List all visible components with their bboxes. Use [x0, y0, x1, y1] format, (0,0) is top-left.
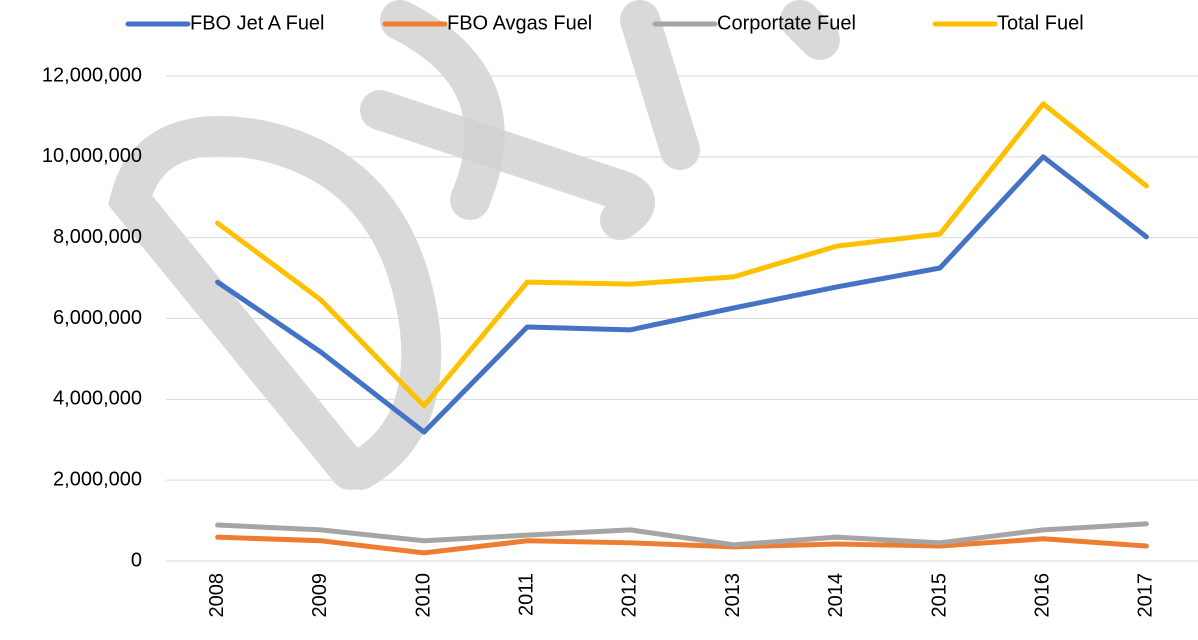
x-tick-label: 2014 — [825, 573, 847, 618]
x-tick-label: 2009 — [309, 573, 331, 618]
y-tick-label: 0 — [131, 549, 142, 571]
series-line — [215, 101, 1149, 409]
legend-label: Corportate Fuel — [717, 12, 856, 34]
watermark — [108, 0, 840, 490]
legend-label: Total Fuel — [997, 12, 1084, 34]
y-tick-label: 8,000,000 — [53, 226, 142, 248]
legend-label: FBO Avgas Fuel — [447, 12, 592, 34]
series-line — [215, 154, 1149, 435]
series-line — [215, 521, 1149, 548]
x-tick-label: 2015 — [928, 573, 950, 618]
x-tick-label: 2017 — [1135, 573, 1157, 618]
y-tick-label: 10,000,000 — [42, 145, 142, 167]
x-tick-label: 2013 — [722, 573, 744, 618]
legend-label: FBO Jet A Fuel — [190, 12, 325, 34]
y-tick-label: 6,000,000 — [53, 307, 142, 329]
x-tick-label: 2011 — [515, 573, 537, 616]
y-tick-label: 2,000,000 — [53, 468, 142, 490]
x-tick-label: 2010 — [412, 573, 434, 618]
x-tick-label: 2012 — [619, 573, 641, 618]
x-tick-label: 2008 — [206, 573, 228, 618]
y-tick-label: 4,000,000 — [53, 388, 142, 410]
y-tick-label: 12,000,000 — [42, 64, 142, 86]
x-tick-label: 2016 — [1031, 573, 1053, 618]
series-line — [215, 534, 1149, 556]
